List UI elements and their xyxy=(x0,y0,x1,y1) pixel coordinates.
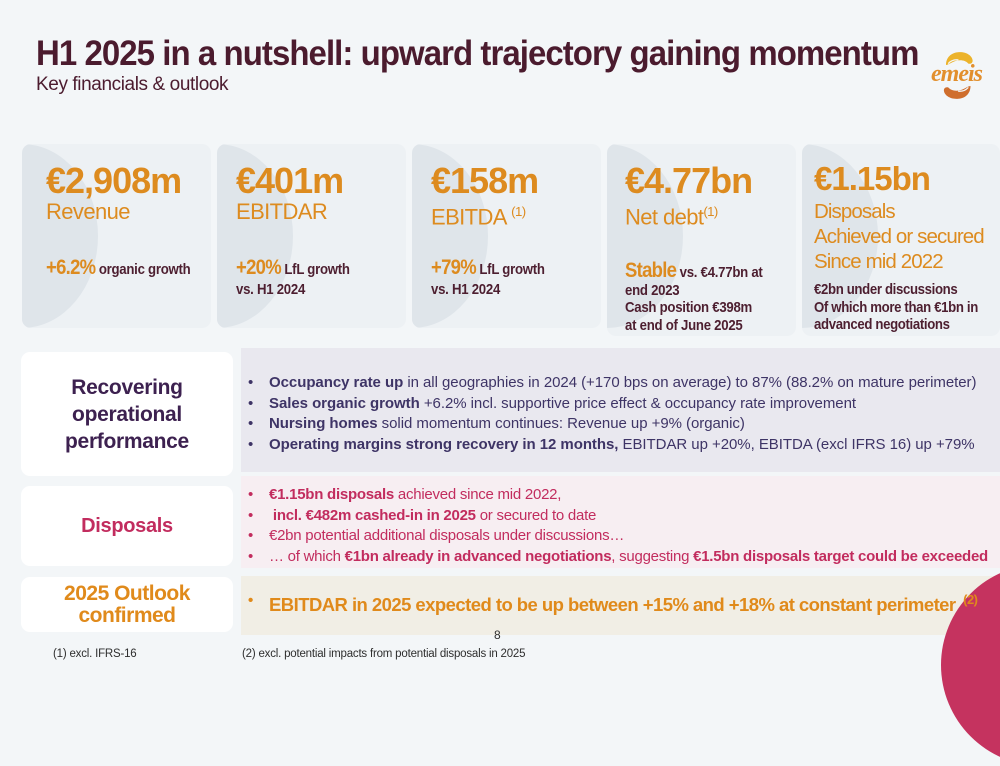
svg-text:emeis: emeis xyxy=(931,61,983,87)
